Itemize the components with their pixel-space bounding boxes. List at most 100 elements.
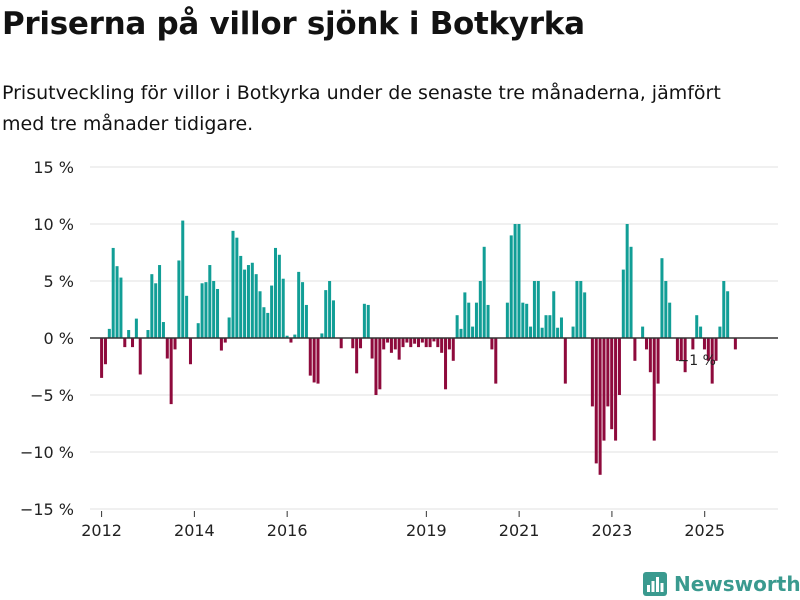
bar xyxy=(200,283,204,338)
bar xyxy=(420,338,424,343)
bar xyxy=(304,304,308,338)
bar xyxy=(683,338,687,373)
bar xyxy=(575,281,579,338)
bar xyxy=(459,328,463,338)
brand-name: Newsworthy xyxy=(674,572,800,596)
bar xyxy=(320,333,324,338)
bar xyxy=(552,291,556,338)
bar xyxy=(301,282,305,338)
bar xyxy=(490,338,494,350)
bar xyxy=(374,338,378,395)
bar xyxy=(134,318,138,338)
y-tick-label: −15 % xyxy=(20,500,74,519)
bar xyxy=(571,326,575,338)
bar xyxy=(548,315,552,338)
bar xyxy=(424,338,428,348)
bar xyxy=(297,271,301,338)
bar xyxy=(416,338,420,348)
bar xyxy=(471,326,475,338)
gridlines xyxy=(90,166,778,510)
bar xyxy=(633,338,637,361)
bar xyxy=(702,338,706,350)
x-tick-label: 2012 xyxy=(81,521,122,540)
bar xyxy=(699,326,703,338)
bar xyxy=(474,302,478,338)
bar xyxy=(447,338,451,350)
bar xyxy=(494,338,498,384)
newsworthy-brand[interactable]: Newsworthy xyxy=(643,570,800,598)
bar xyxy=(204,282,208,338)
bar xyxy=(610,338,614,430)
bar-chart-logo-icon xyxy=(643,572,667,596)
bar xyxy=(529,326,533,338)
bar xyxy=(726,291,730,338)
bar xyxy=(594,338,598,464)
bar xyxy=(308,338,312,376)
bar xyxy=(107,328,111,338)
bar xyxy=(602,338,606,441)
bar xyxy=(432,338,436,342)
bar xyxy=(219,338,223,351)
bar xyxy=(285,335,289,338)
bar xyxy=(714,338,718,361)
x-tick-label: 2023 xyxy=(592,521,633,540)
bar xyxy=(277,254,281,338)
bar xyxy=(316,338,320,384)
bar xyxy=(413,338,417,344)
bar xyxy=(173,338,177,350)
bar xyxy=(625,224,629,338)
bar xyxy=(127,330,131,338)
bar xyxy=(621,269,625,338)
bar xyxy=(246,265,250,338)
y-tick-label: 10 % xyxy=(33,215,74,234)
bar xyxy=(138,338,142,375)
bar xyxy=(111,247,115,338)
bar xyxy=(289,338,293,343)
bar xyxy=(196,323,200,338)
bar xyxy=(540,327,544,338)
bar xyxy=(428,338,432,348)
bar xyxy=(436,338,440,348)
bar xyxy=(722,281,726,338)
bar xyxy=(181,220,185,338)
bar xyxy=(293,334,297,338)
bar xyxy=(115,266,119,338)
bar xyxy=(169,338,173,405)
y-tick-label: 5 % xyxy=(44,272,74,291)
bar xyxy=(331,300,335,338)
bar xyxy=(359,338,363,349)
bar xyxy=(165,338,169,359)
bar xyxy=(262,307,266,338)
bar-chart: 15 %10 %5 %0 %−5 %−10 %−15 % 2012 2014 201… xyxy=(20,158,778,540)
bar xyxy=(556,327,560,338)
bar xyxy=(131,338,135,348)
bar xyxy=(617,338,621,395)
bar xyxy=(188,338,192,365)
bar xyxy=(733,338,737,350)
bar xyxy=(629,246,633,338)
bar xyxy=(401,338,405,348)
bar xyxy=(235,237,239,338)
bar xyxy=(505,302,509,338)
y-tick-label: 0 % xyxy=(44,329,74,348)
bar xyxy=(656,338,660,384)
bar xyxy=(648,338,652,373)
bar xyxy=(355,338,359,374)
bar xyxy=(397,338,401,360)
bar xyxy=(389,338,393,353)
bar xyxy=(123,338,127,348)
bar xyxy=(695,315,699,338)
bar xyxy=(227,317,231,338)
bar xyxy=(362,303,366,338)
bar xyxy=(563,338,567,384)
y-tick-label: 15 % xyxy=(33,158,74,177)
bar xyxy=(273,247,278,338)
bar xyxy=(444,338,448,390)
bar xyxy=(718,326,722,338)
bar xyxy=(544,315,548,338)
bar xyxy=(517,224,521,338)
bar xyxy=(100,338,104,378)
bar xyxy=(521,302,525,338)
bar xyxy=(146,330,150,338)
bar xyxy=(641,326,645,338)
